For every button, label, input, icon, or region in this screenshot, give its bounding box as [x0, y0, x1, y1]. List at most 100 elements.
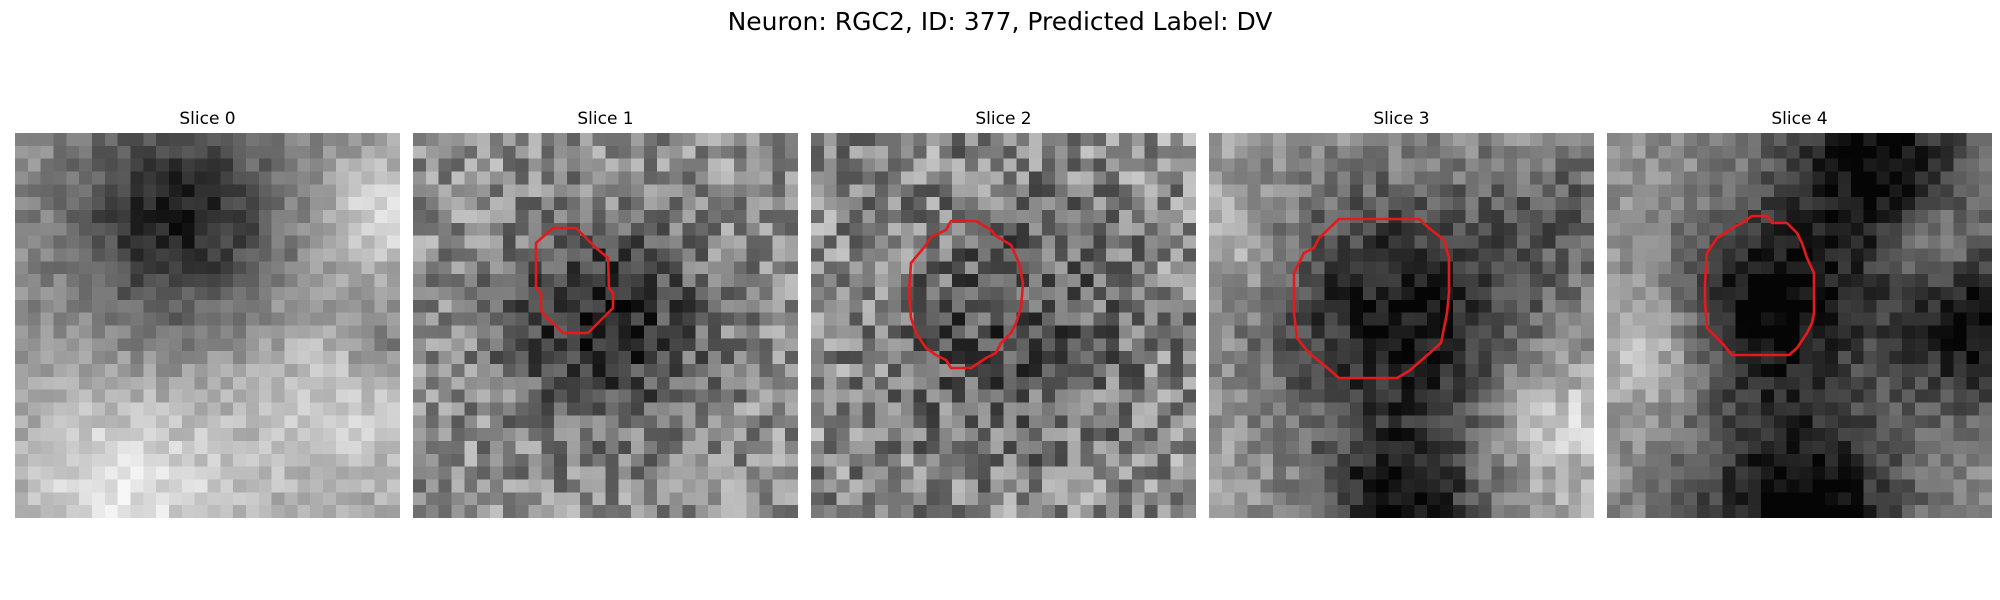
pixel-cell	[490, 415, 504, 429]
pixel-cell	[746, 338, 761, 352]
pixel-cell	[1607, 261, 1621, 275]
pixel-cell	[374, 402, 388, 416]
pixel-cell	[374, 184, 388, 198]
pixel-cell	[746, 171, 761, 185]
pixel-cell	[335, 351, 350, 365]
pixel-cell	[1568, 274, 1582, 288]
pixel-cell	[1427, 505, 1441, 518]
pixel-cell	[1298, 171, 1313, 185]
pixel-cell	[1131, 453, 1146, 468]
pixel-cell	[1953, 505, 1967, 518]
pixel-cell	[207, 299, 221, 314]
pixel-cell	[515, 466, 530, 481]
pixel-cell	[1709, 492, 1724, 506]
pixel-cell	[682, 210, 696, 224]
pixel-cell	[1761, 222, 1775, 237]
pixel-cell	[1735, 453, 1749, 468]
pixel-cell	[490, 505, 504, 518]
pixel-cell	[130, 145, 144, 160]
pixel-cell	[1799, 145, 1813, 160]
pixel-cell	[926, 222, 940, 237]
pixel-cell	[1684, 158, 1698, 173]
pixel-cell	[66, 235, 80, 250]
pixel-cell	[1966, 389, 1980, 404]
pixel-cell	[40, 479, 55, 493]
pixel-cell	[631, 133, 645, 147]
pixel-cell	[1517, 453, 1531, 468]
pixel-cell	[79, 428, 93, 442]
pixel-cell	[1850, 376, 1865, 391]
pixel-cell	[1953, 222, 1967, 237]
pixel-cell	[618, 402, 632, 416]
pixel-cell	[1825, 210, 1839, 224]
pixel-cell	[785, 402, 798, 416]
pixel-cell	[1375, 466, 1390, 481]
pixel-cell	[1106, 428, 1120, 442]
pixel-cell	[1966, 325, 1980, 339]
pixel-cell	[1619, 376, 1634, 391]
pixel-cell	[1748, 466, 1762, 481]
pixel-cell	[1029, 197, 1043, 211]
pixel-cell	[1427, 133, 1441, 147]
pixel-cell	[374, 145, 388, 160]
pixel-cell	[1054, 492, 1069, 506]
pixel-cell	[1183, 145, 1196, 160]
pixel-cell	[1735, 428, 1749, 442]
pixel-cell	[15, 351, 29, 365]
pixel-cell	[1619, 338, 1634, 352]
pixel-cell	[1440, 492, 1454, 506]
pixel-cell	[1863, 325, 1878, 339]
pixel-cell	[502, 364, 517, 378]
pixel-cell	[1273, 505, 1287, 518]
pixel-cell	[939, 479, 953, 493]
pixel-cell	[1234, 389, 1249, 404]
pixel-cell	[207, 261, 221, 275]
pixel-cell	[1311, 274, 1326, 288]
pixel-cell	[836, 364, 851, 378]
pixel-cell	[1054, 338, 1069, 352]
pixel-cell	[1902, 325, 1916, 339]
pixel-cell	[1953, 338, 1967, 352]
pixel-cell	[1106, 466, 1120, 481]
pixel-cell	[258, 287, 273, 301]
pixel-cell	[1735, 235, 1749, 250]
pixel-cell	[1555, 415, 1569, 429]
pixel-cell	[1799, 492, 1813, 506]
pixel-cell	[1465, 453, 1480, 468]
pixel-cell	[1414, 133, 1428, 147]
pixel-cell	[1311, 145, 1326, 160]
pixel-cell	[849, 145, 863, 160]
pixel-cell	[939, 505, 953, 518]
pixel-cell	[1491, 222, 1505, 237]
pixel-cell	[862, 287, 876, 301]
pixel-cell	[1709, 222, 1724, 237]
pixel-cell	[477, 299, 491, 314]
pixel-cell	[1671, 376, 1685, 391]
pixel-cell	[1761, 364, 1775, 378]
pixel-cell	[438, 197, 453, 211]
pixel-cell	[1427, 389, 1441, 404]
pixel-cell	[1607, 299, 1621, 314]
pixel-cell	[849, 287, 863, 301]
pixel-cell	[952, 261, 966, 275]
pixel-cell	[1632, 505, 1647, 518]
pixel-cell	[233, 171, 247, 185]
pixel-cell	[361, 287, 375, 301]
pixel-cell	[1684, 466, 1698, 481]
pixel-cell	[554, 312, 568, 327]
pixel-cell	[194, 466, 209, 481]
pixel-cell	[1902, 415, 1916, 429]
pixel-cell	[1363, 389, 1377, 404]
pixel-cell	[1658, 428, 1672, 442]
pixel-cell	[181, 466, 196, 481]
pixel-cell	[1042, 338, 1056, 352]
pixel-cell	[194, 325, 209, 339]
pixel-cell	[1337, 364, 1351, 378]
pixel-cell	[1850, 261, 1865, 275]
pixel-cell	[284, 222, 298, 237]
roi-outline-1	[534, 226, 615, 335]
pixel-cell	[952, 312, 966, 327]
pixel-cell	[1478, 248, 1492, 262]
pixel-cell	[348, 222, 363, 237]
pixel-cell	[1273, 325, 1287, 339]
